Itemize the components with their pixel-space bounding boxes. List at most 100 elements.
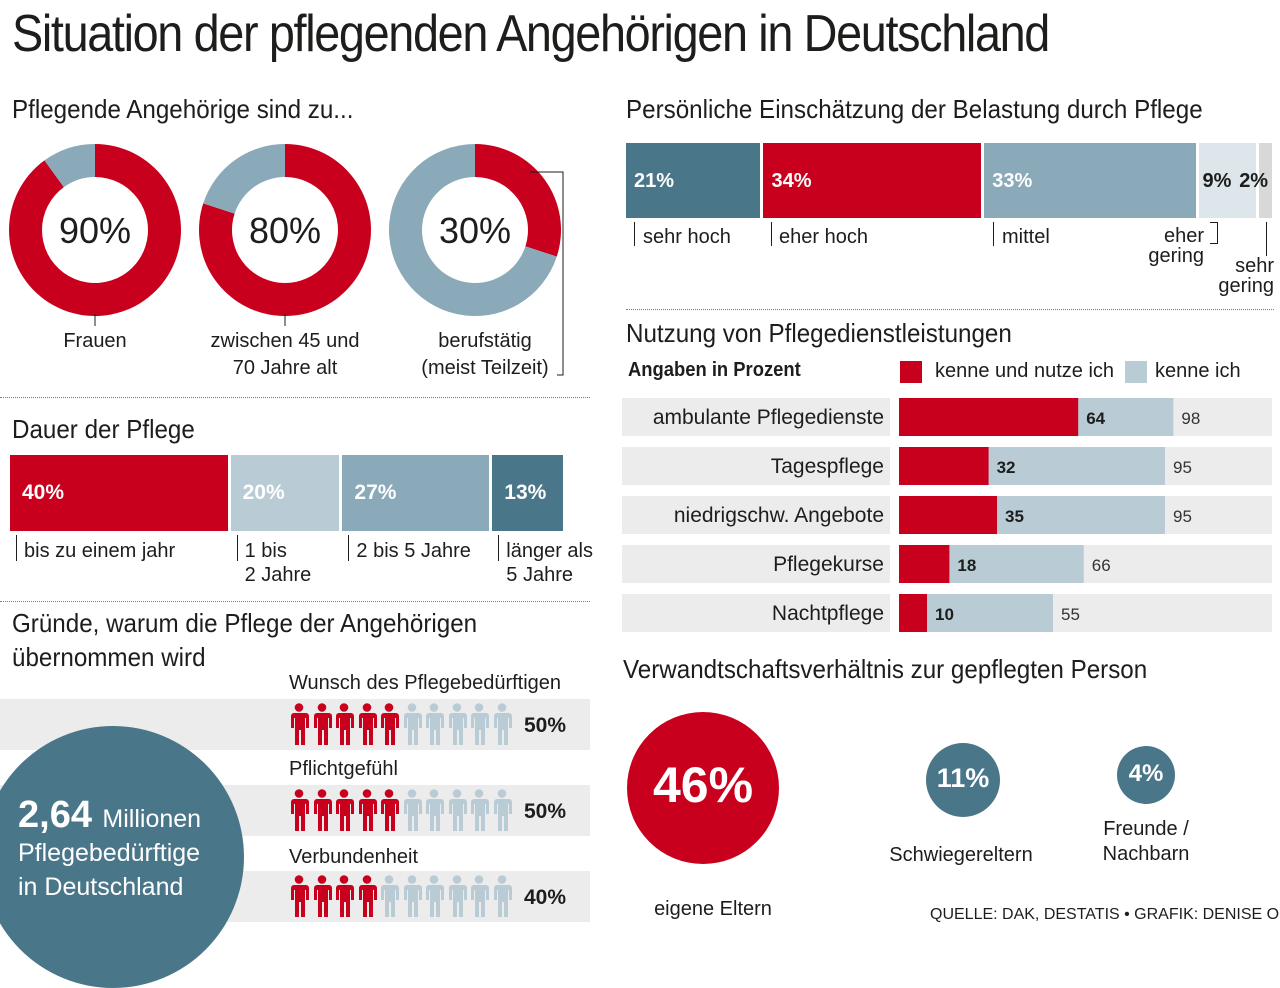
person-icon [426, 875, 444, 917]
person-icon [358, 789, 377, 831]
relation-caption: Freunde / [1103, 818, 1189, 840]
total-unit: Millionen [102, 805, 202, 833]
service-label: Nachtpflege [772, 602, 884, 625]
donut-value: 80% [249, 210, 321, 251]
legend-swatch-use [900, 361, 922, 383]
person-icon [448, 703, 467, 745]
source-credit: QUELLE: DAK, DESTATIS • GRAFIK: DENISE O… [930, 906, 1280, 923]
burden-bar: 21% 34% 33% 9% 2% [626, 143, 1272, 218]
duration-caption-line: 5 Jahre [506, 564, 573, 586]
duration-heading: Dauer der Pflege [12, 414, 195, 444]
person-icon [291, 703, 309, 745]
bar-use [899, 447, 989, 485]
relation-bubble [925, 742, 1001, 818]
burden-heading: Persönliche Einschätzung der Belastung d… [626, 94, 1203, 124]
person-icon [336, 875, 354, 917]
donuts-heading: Pflegende Angehörige sind zu... [12, 94, 354, 124]
person-icon [313, 703, 332, 745]
service-label-bg [622, 594, 890, 632]
duration-bar: 40% 20% 27% 13% [10, 455, 563, 531]
duration-segment: 13% [492, 455, 563, 531]
person-icon [381, 875, 399, 917]
person-icon [426, 789, 444, 831]
divider [0, 397, 590, 398]
relation-caption: Nachbarn [1102, 843, 1190, 865]
duration-caption: 2 bis 5 Jahre [356, 539, 471, 563]
relation-heading: Verwandtschaftsverhältnis zur gepflegten… [623, 654, 1148, 684]
burden-value: 21% [634, 170, 675, 192]
person-icon [448, 875, 467, 917]
person-icon [336, 703, 354, 745]
person-icon [493, 789, 512, 831]
donut-caption: 70 Jahre alt [232, 357, 338, 379]
person-icon [291, 789, 309, 831]
person-icon [448, 789, 467, 831]
burden-caption: eher hoch [779, 226, 868, 248]
total-line3: in Deutschland [18, 873, 184, 901]
bar-know-value: 55 [1061, 605, 1080, 624]
duration-segment: 40% [10, 455, 228, 531]
donut-segment-main [8, 144, 182, 316]
donut-value: 30% [439, 210, 511, 251]
person-icon [313, 875, 332, 917]
total-number: 2,64 [18, 794, 92, 836]
reason-percent: 50% [524, 800, 567, 823]
duration-caption-line: 1 bis [244, 540, 287, 562]
legend-label: kenne ich [1155, 360, 1241, 382]
burden-caption: sehr hoch [643, 226, 731, 248]
relation-value: 11% [936, 763, 990, 793]
burden-caption: mittel [1002, 226, 1050, 248]
person-icon [358, 703, 377, 745]
person-icon [381, 789, 399, 831]
caption-tick [348, 535, 350, 561]
donut-caption: zwischen 45 und [210, 330, 360, 352]
total-figure: 2,64 Millionen [18, 794, 201, 837]
bar-use-value: 10 [935, 605, 954, 624]
duration-caption-line: bis zu einem jahr [24, 540, 176, 562]
reason-percent: 50% [524, 714, 567, 737]
person-icon [403, 875, 422, 917]
caption-tick [771, 222, 772, 246]
bar-use-value: 35 [1005, 507, 1024, 526]
reasons-heading: Gründe, warum die Pflege der Angehörigen [12, 608, 478, 638]
bar-use [899, 545, 950, 583]
person-icon [471, 875, 489, 917]
people-icon-row [288, 703, 513, 747]
burden-caption: sehr gering [1212, 256, 1274, 296]
duration-caption: länger als 5 Jahre [506, 539, 593, 587]
caption-bracket [1210, 222, 1218, 244]
caption-tick [236, 535, 238, 561]
service-label: Pflegekurse [773, 553, 884, 576]
reasons-heading-line2: übernommen wird [12, 642, 206, 672]
relation-caption: eigene Eltern [654, 898, 772, 920]
person-icon [471, 703, 489, 745]
burden-caption-line: gering [1148, 245, 1204, 267]
bar-use [899, 594, 927, 632]
legend-label: kenne und nutze ich [935, 360, 1115, 382]
burden-segment [626, 143, 761, 218]
person-icon [291, 875, 309, 917]
people-icon-row [288, 875, 513, 919]
bar-know-value: 95 [1173, 507, 1192, 526]
caption-tick [634, 222, 635, 246]
service-label-bg [622, 447, 890, 485]
person-icon [426, 703, 444, 745]
people-icon-row [288, 789, 513, 833]
service-label-bg [622, 398, 890, 436]
donut-segment-rest [44, 144, 95, 188]
bar-know-value: 66 [1092, 556, 1111, 575]
burden-segment [1259, 143, 1272, 218]
burden-caption-line: eher [1163, 225, 1204, 247]
donut-leader-bracket [530, 171, 564, 376]
bar-use-value: 64 [1086, 409, 1105, 428]
burden-caption-line: sehr [1235, 255, 1274, 277]
caption-tick [498, 535, 500, 561]
reason-label: Verbundenheit [289, 846, 419, 868]
person-icon [313, 789, 332, 831]
duration-caption-line: 2 Jahre [244, 564, 312, 586]
donut-caption: berufstätig [438, 330, 532, 352]
person-icon [493, 703, 512, 745]
service-label: Tagespflege [771, 455, 884, 478]
legend-swatch-know [1125, 361, 1147, 383]
duration-caption: bis zu einem jahr [24, 539, 175, 563]
